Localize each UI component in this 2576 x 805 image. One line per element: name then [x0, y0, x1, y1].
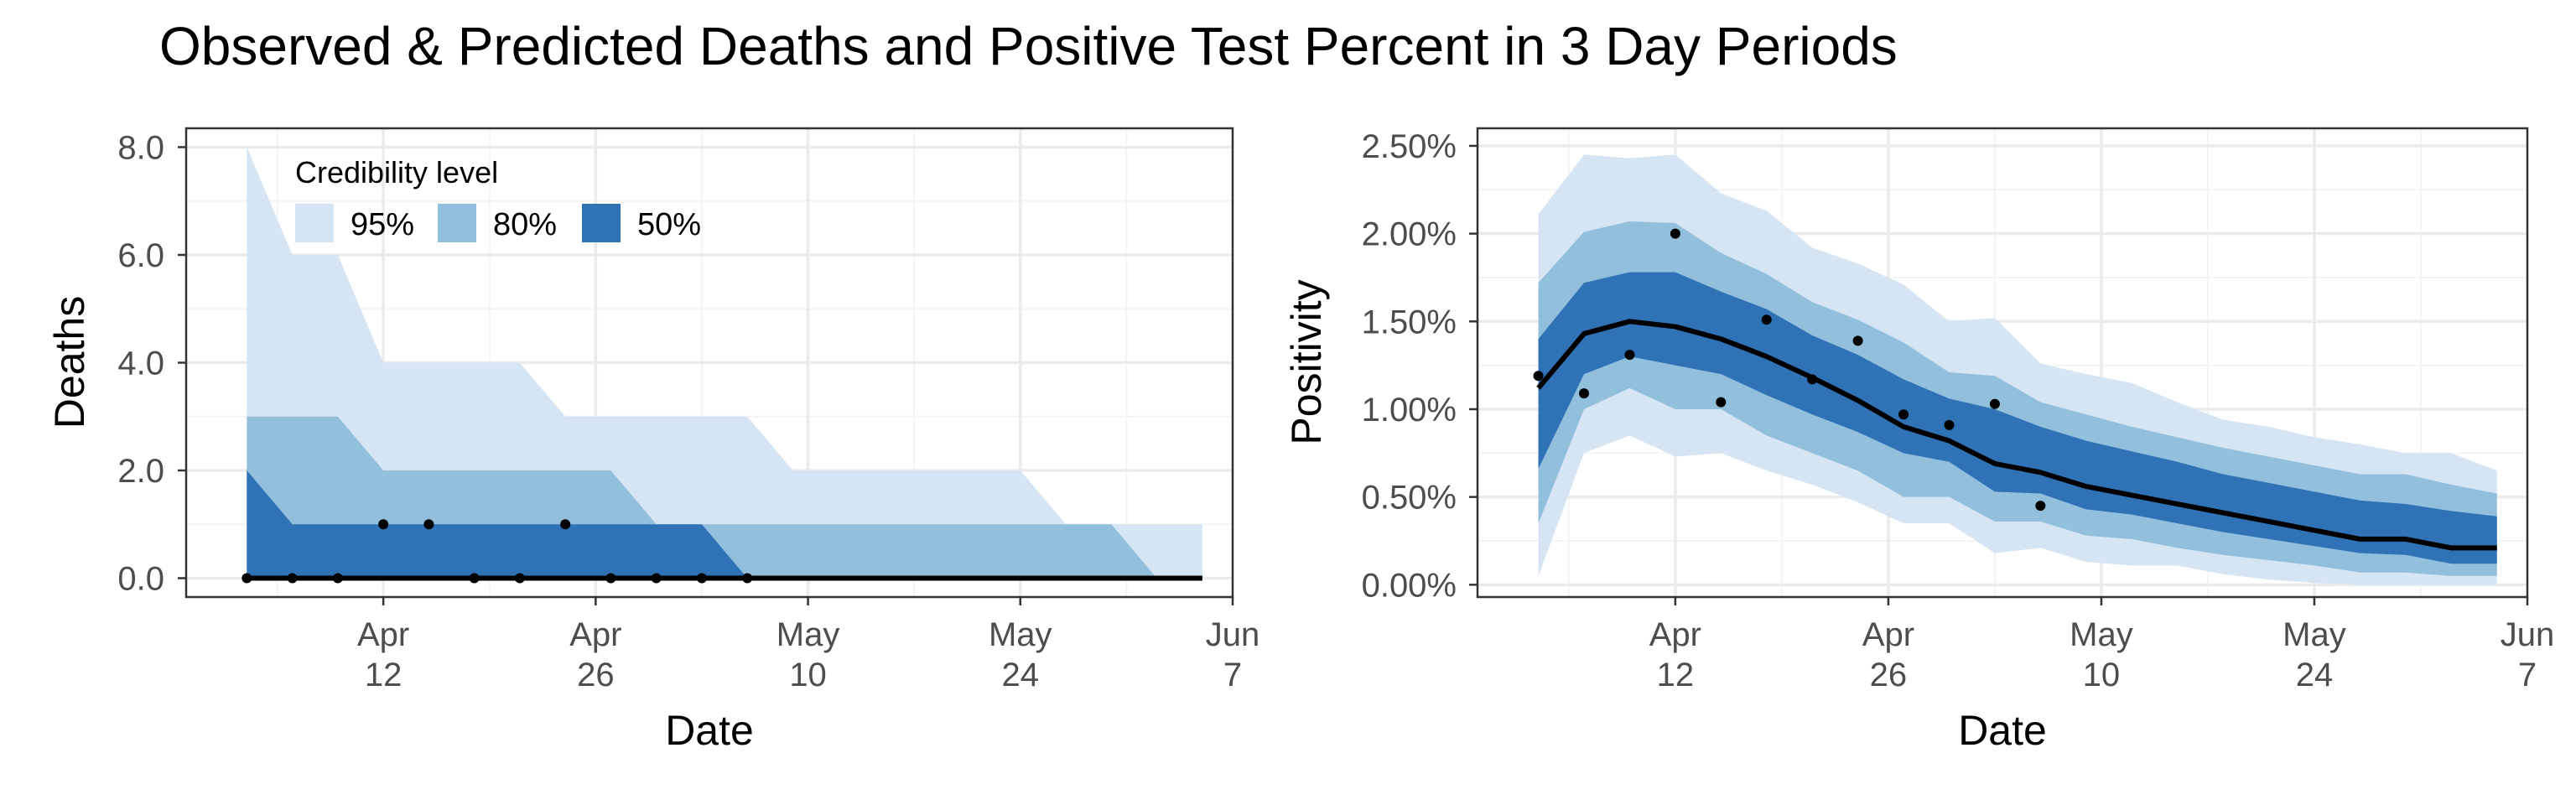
x-tick-label: 12 [365, 657, 402, 693]
observed-point [605, 573, 616, 584]
x-tick-label: Jun [2501, 616, 2555, 653]
observed-point [560, 519, 571, 530]
observed-point [469, 573, 480, 584]
x-tick-label: 24 [2296, 657, 2334, 693]
observed-point [1898, 409, 1909, 420]
panel-deaths: 0.0 2.0 4.0 6.0 8.0 Apr 12 Apr 26 May 10 May 24 Jun 7 D… [46, 127, 1260, 754]
x-tick-label: Apr [1649, 616, 1701, 653]
observed-point [1579, 388, 1590, 399]
legend-key-95pct [295, 204, 334, 242]
legend-label: 80% [493, 207, 557, 242]
x-tick-label: 26 [1870, 657, 1908, 693]
y-tick-label: 0.00% [1362, 567, 1457, 604]
observed-point [1807, 374, 1818, 385]
legend: Credibility level 95% 80% 50% [295, 155, 701, 242]
y-tick-label: 2.00% [1362, 216, 1457, 253]
panel-border [1476, 127, 2529, 599]
observed-point [1670, 228, 1680, 239]
observed-point [1761, 314, 1772, 325]
y-tick-label: 8.0 [117, 129, 164, 166]
observed-point [1533, 371, 1544, 382]
observed-point [651, 573, 662, 584]
ribbon-ci50 [247, 470, 1202, 579]
x-tick-label: 12 [1657, 657, 1695, 693]
y-axis-title: Positivity [1283, 279, 1330, 444]
observed-point [1624, 350, 1635, 361]
observed-point [242, 573, 252, 584]
y-tick-label: 4.0 [117, 345, 164, 382]
x-tick-label: 10 [2083, 657, 2121, 693]
observed-point [287, 573, 298, 584]
figure-title: Observed & Predicted Deaths and Positive… [159, 16, 1898, 76]
x-tick-label: May [776, 616, 840, 653]
y-tick-label: 0.0 [117, 561, 164, 598]
y-tick-label: 2.50% [1362, 128, 1457, 165]
observed-point [742, 573, 753, 584]
observed-point [1989, 398, 2000, 409]
x-tick-label: May [2070, 616, 2133, 653]
y-tick-label: 1.50% [1362, 304, 1457, 340]
x-tick-label: Apr [357, 616, 409, 653]
x-tick-label: 10 [789, 657, 827, 693]
ribbon-ci50 [1538, 272, 2497, 564]
x-axis-title: Date [665, 707, 754, 754]
y-tick-label: 2.0 [117, 453, 164, 490]
x-tick-label: 7 [2518, 657, 2537, 693]
x-tick-label: May [989, 616, 1052, 653]
observed-point [423, 519, 434, 530]
observed-point [332, 573, 343, 584]
observed-point [2035, 501, 2046, 512]
y-tick-label: 0.50% [1362, 480, 1457, 517]
x-tick-label: May [2283, 616, 2346, 653]
x-tick-label: Apr [1862, 616, 1914, 653]
observed-point [1852, 335, 1863, 346]
legend-title: Credibility level [295, 155, 498, 190]
x-axis-title: Date [1958, 707, 2047, 754]
observed-point [378, 519, 389, 530]
x-tick-label: Jun [1206, 616, 1260, 653]
observed-point [1944, 419, 1955, 430]
legend-key-50pct [582, 204, 621, 242]
observed-point [514, 573, 525, 584]
median-line [1536, 319, 2497, 551]
y-tick-label: 1.00% [1362, 392, 1457, 428]
x-tick-label: 7 [1223, 657, 1242, 693]
x-tick-label: Apr [569, 616, 621, 653]
x-tick-label: 26 [577, 657, 615, 693]
legend-label: 95% [351, 207, 414, 242]
panel-positivity: 0.00% 0.50% 1.00% 1.50% 2.00% 2.50% Apr 12 Apr 26… [1283, 127, 2555, 754]
legend-key-80pct [438, 204, 476, 242]
legend-label: 50% [637, 207, 701, 242]
observed-point [696, 573, 707, 584]
observed-point [1716, 397, 1727, 408]
y-tick-label: 6.0 [117, 237, 164, 274]
y-axis-title: Deaths [46, 296, 93, 428]
x-tick-label: 24 [1002, 657, 1040, 693]
